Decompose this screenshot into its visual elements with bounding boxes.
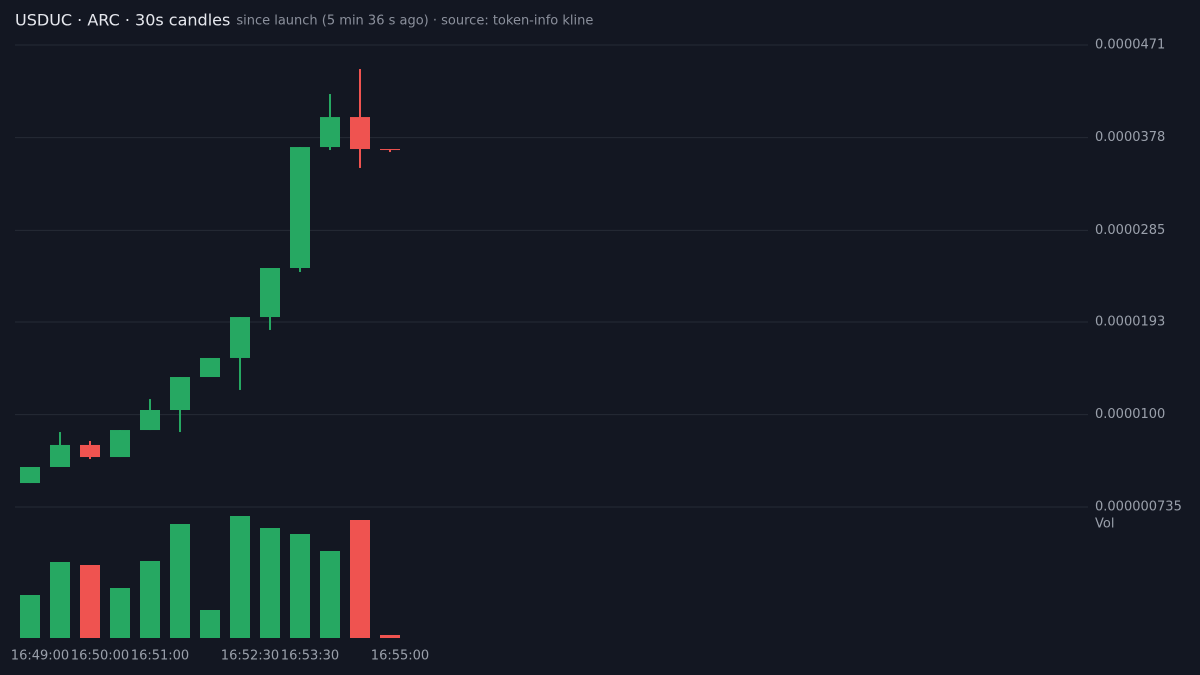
- volume-bar: [110, 588, 130, 638]
- x-tick-label: 16:51:00: [131, 649, 189, 664]
- candle-body: [170, 377, 190, 410]
- y-tick-label: 0.0000378: [1095, 130, 1165, 145]
- volume-bar: [350, 520, 370, 638]
- volume-bar: [50, 562, 70, 638]
- volume-bar: [80, 565, 100, 638]
- volume-bar: [230, 516, 250, 638]
- chart-subtitle: since launch (5 min 36 s ago) · source: …: [236, 14, 593, 29]
- volume-bar: [200, 610, 220, 638]
- candle-body: [110, 430, 130, 458]
- x-tick-label: 16:52:30: [221, 649, 279, 664]
- volume-bar: [260, 528, 280, 638]
- candle-body: [200, 357, 220, 378]
- candle-body: [140, 409, 160, 431]
- volume-label: Vol: [1095, 517, 1114, 532]
- y-tick-label: 0.0000100: [1095, 407, 1165, 422]
- candle-body: [380, 149, 400, 151]
- candle-body: [230, 317, 250, 358]
- candle-body: [20, 466, 40, 484]
- candle-body: [290, 147, 310, 269]
- x-tick-label: 16:53:30: [281, 649, 339, 664]
- x-tick-label: 16:49:00: [11, 649, 69, 664]
- y-tick-label: 0.0000285: [1095, 223, 1165, 238]
- volume-bar: [20, 595, 40, 638]
- y-tick-label: 0.0000193: [1095, 315, 1165, 330]
- volume-bar: [170, 524, 190, 638]
- volume-bar: [320, 551, 340, 638]
- volume-bar: [140, 561, 160, 638]
- volume-bar: [290, 534, 310, 638]
- x-tick-label: 16:50:00: [71, 649, 129, 664]
- candle-body: [320, 117, 340, 148]
- candle-body: [260, 268, 280, 318]
- x-tick-label: 16:55:00: [371, 649, 429, 664]
- y-tick-label: 0.000000735: [1095, 500, 1182, 515]
- volume-bar: [380, 635, 400, 638]
- candle-body: [50, 444, 70, 467]
- candle-body: [350, 117, 370, 150]
- candle-body: [80, 444, 100, 458]
- y-tick-label: 0.0000471: [1095, 38, 1165, 53]
- chart-title: USDUC · ARC · 30s candles: [15, 11, 230, 30]
